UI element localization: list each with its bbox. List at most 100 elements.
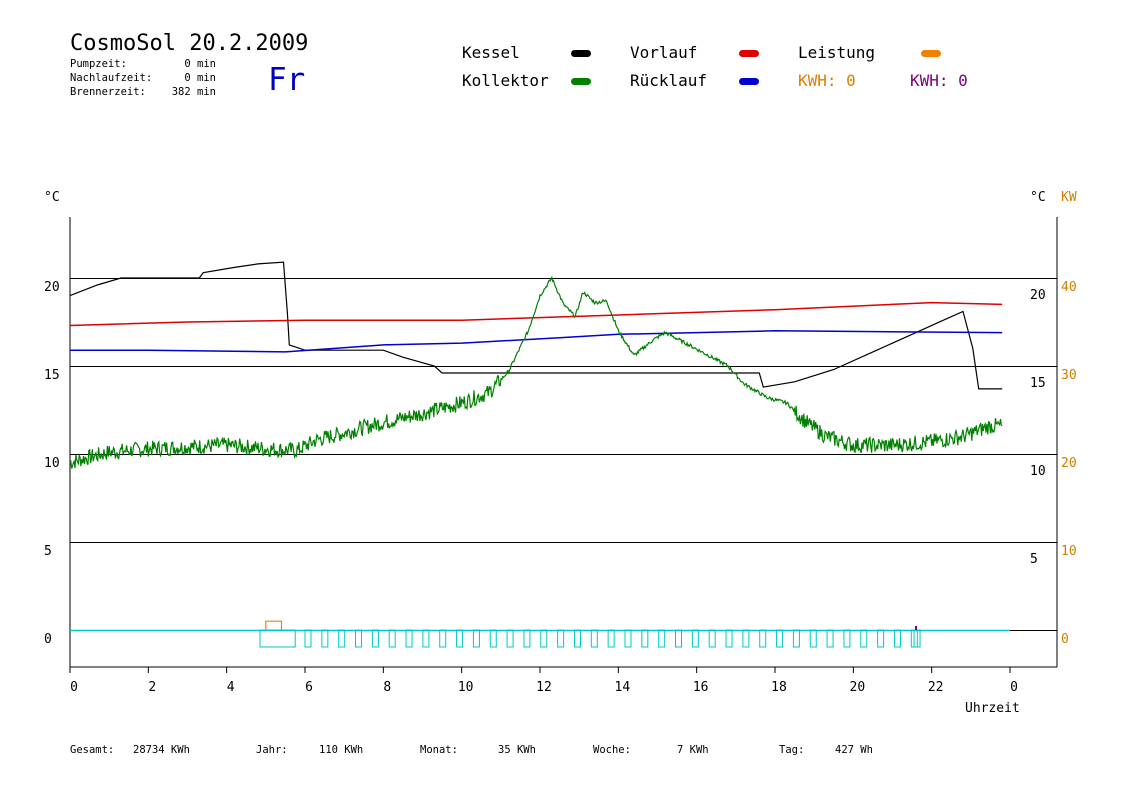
legend-swatch-ruecklauf	[739, 78, 759, 85]
y-right-tick-15: 15	[1030, 376, 1046, 391]
pump-cycle	[776, 629, 784, 648]
legend-swatch-kollektor	[571, 78, 591, 85]
y-left-tick-15: 15	[44, 368, 60, 383]
pump-cycle	[708, 629, 716, 648]
pump-cycle	[725, 629, 733, 648]
pump-cycle	[742, 629, 750, 648]
pump-cycle	[506, 629, 514, 648]
pump-cycle	[893, 629, 901, 648]
pump-cycle	[456, 629, 464, 648]
series-leistung	[265, 620, 283, 630]
x-tick-label-12: 0	[1010, 680, 1018, 695]
footer-monat-label: Monat:	[420, 744, 458, 756]
pump-cycle	[607, 629, 615, 648]
y-right-kw-tick-30: 30	[1061, 368, 1077, 383]
legend-label-kessel: Kessel	[462, 43, 520, 62]
y-left-tick-0: 0	[44, 632, 52, 647]
stat-label-pumpzeit: Pumpzeit:	[70, 58, 127, 70]
pump-cycle	[388, 629, 396, 648]
y-right-tick-10: 10	[1030, 464, 1046, 479]
x-tick-label-4: 8	[383, 680, 391, 695]
pump-layer	[70, 626, 1010, 648]
footer-jahr-label: Jahr:	[256, 744, 288, 756]
y-right-kw-tick-40: 40	[1061, 280, 1077, 295]
y-right-kw-tick-0: 0	[1061, 632, 1069, 647]
chart-title: CosmoSol 20.2.2009	[70, 31, 309, 56]
pump-cycle	[540, 629, 548, 648]
x-axis-label: Uhrzeit	[965, 701, 1020, 716]
stat-label-nachlaufzeit: Nachlaufzeit:	[70, 72, 153, 84]
x-tick-label-8: 16	[693, 680, 709, 695]
series-layer	[69, 261, 1003, 630]
y-right-kw-unit: KW	[1061, 190, 1077, 205]
pump-cycle	[877, 629, 885, 648]
x-tick-label-10: 20	[850, 680, 866, 695]
footer-jahr-value: 110 KWh	[319, 744, 364, 756]
stat-label-brennerzeit: Brennerzeit:	[70, 86, 146, 98]
pump-cycle	[759, 629, 767, 648]
pump-cycle	[843, 629, 851, 648]
y-left-tick-20: 20	[44, 280, 60, 295]
kwh-purple-label: KWH: 0	[910, 71, 968, 90]
legend-label-kollektor: Kollektor	[462, 71, 549, 90]
x-tick-label-2: 4	[227, 680, 235, 695]
pump-cycle	[439, 629, 447, 648]
pump-cycle	[658, 629, 666, 648]
x-tick-label-11: 22	[928, 680, 944, 695]
legend-swatch-kessel	[571, 50, 591, 57]
stat-value-nachlaufzeit: 0 min	[184, 72, 216, 84]
y-left-tick-5: 5	[44, 544, 52, 559]
pump-cycle	[472, 629, 480, 648]
pump-block-main	[259, 629, 296, 648]
footer-gesamt-value: 28734 KWh	[133, 744, 190, 756]
series-kollektor	[69, 275, 1003, 469]
y-right-kw-tick-10: 10	[1061, 544, 1077, 559]
legend-label-leistung: Leistung	[798, 43, 876, 62]
footer-gesamt-label: Gesamt:	[70, 744, 115, 756]
pump-cycle	[405, 629, 413, 648]
y-left-tick-10: 10	[44, 456, 60, 471]
legend-swatch-vorlauf	[739, 50, 759, 57]
pump-cycle	[489, 629, 497, 648]
y-left-unit: °C	[44, 190, 60, 205]
legend-swatch-leistung	[921, 50, 941, 57]
x-tick-label-9: 18	[771, 680, 787, 695]
pump-cycle	[557, 629, 565, 648]
pump-cycle	[809, 629, 817, 648]
y-right-tick-5: 5	[1030, 552, 1038, 567]
footer-monat-value: 35 KWh	[498, 744, 536, 756]
legend-label-vorlauf: Vorlauf	[630, 43, 698, 62]
y-right-kw-tick-20: 20	[1061, 456, 1077, 471]
pump-cycle	[355, 629, 363, 648]
x-tick-label-5: 10	[458, 680, 474, 695]
pump-cycle	[691, 629, 699, 648]
x-tick-label-1: 2	[148, 680, 156, 695]
pump-cycle	[304, 629, 312, 648]
pump-cycle	[826, 629, 834, 648]
y-right-unit: °C	[1030, 190, 1046, 205]
pump-cycle	[321, 629, 329, 648]
x-tick-label-3: 6	[305, 680, 313, 695]
weekday-label: Fr	[268, 62, 306, 98]
footer-woche-value: 7 KWh	[677, 744, 709, 756]
series-vorlauf	[69, 301, 1003, 327]
axes-layer	[69, 217, 1058, 673]
tick-layer: 0 5 10 15 20 5 10 15 20 0 10 20 30 40 0 2 4 6 8 10 12 14 16 18 2…	[44, 280, 1077, 695]
stat-value-brennerzeit: 382 min	[171, 86, 216, 98]
pump-cycle	[675, 629, 683, 648]
pump-cycle	[523, 629, 531, 648]
x-tick-label-0: 0	[70, 680, 78, 695]
kwh-orange-label: KWH: 0	[798, 71, 856, 90]
pump-cycle	[338, 629, 346, 648]
stat-value-pumpzeit: 0 min	[184, 58, 216, 70]
y-right-tick-20: 20	[1030, 288, 1046, 303]
pump-cycle	[641, 629, 649, 648]
footer-woche-label: Woche:	[593, 744, 631, 756]
pump-cycle	[422, 629, 430, 648]
pump-cycle	[624, 629, 632, 648]
series-ruecklauf	[70, 330, 1003, 353]
pump-cycle	[371, 629, 379, 648]
x-tick-label-7: 14	[615, 680, 631, 695]
x-tick-label-6: 12	[536, 680, 552, 695]
